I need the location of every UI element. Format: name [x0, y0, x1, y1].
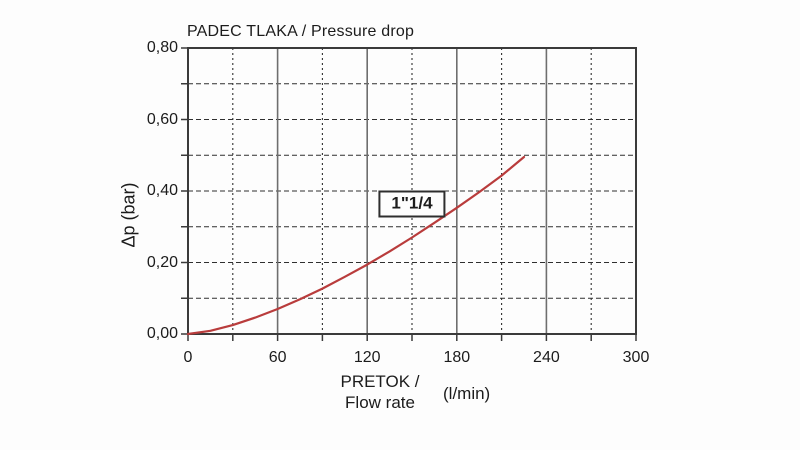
x-axis-title: PRETOK / Flow rate	[340, 371, 419, 413]
x-tick-label: 240	[533, 349, 560, 366]
plot-border	[187, 47, 637, 335]
y-tick-label: 0,40	[146, 182, 178, 199]
series-curve	[186, 155, 526, 336]
y-tick-label: 0,60	[146, 110, 178, 128]
x-axis-title-line1: PRETOK /	[340, 372, 420, 391]
y-tick-label: 0,80	[146, 39, 178, 56]
x-tick-label: 0	[183, 349, 193, 366]
x-axis-title-line2: Flow rate	[345, 393, 415, 412]
x-tick-label: 120	[353, 349, 381, 366]
x-tick-label: 180	[443, 349, 471, 366]
chart-title: PADEC TLAKA / Pressure drop	[187, 23, 415, 40]
y-tick-label: 0,20	[146, 253, 178, 271]
x-tick-label: 60	[268, 349, 287, 366]
x-axis-unit: (l/min)	[443, 384, 491, 403]
y-tick-label: 0,00	[146, 325, 178, 342]
plot-area	[181, 47, 637, 341]
series-label-box: 1"1/4	[378, 190, 446, 217]
x-tick-label: 300	[622, 349, 650, 366]
